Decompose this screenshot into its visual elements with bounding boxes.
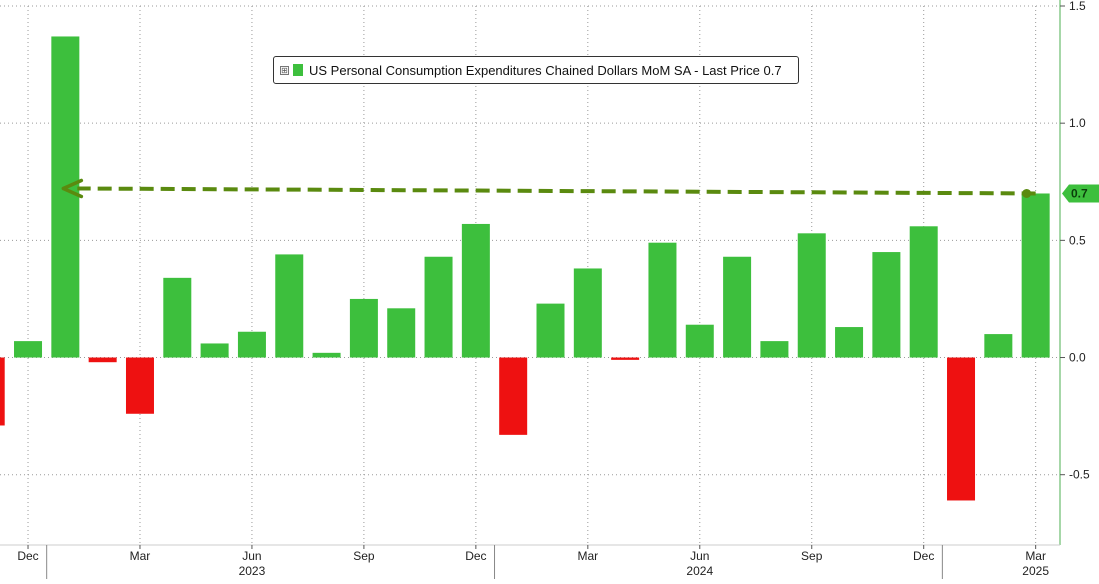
y-tick-label: 0.0 <box>1069 351 1086 365</box>
legend-toggle-icon[interactable]: ⊞ <box>280 65 289 75</box>
y-tick-label: -0.5 <box>1069 468 1090 482</box>
bar <box>909 226 938 358</box>
bar <box>872 252 901 358</box>
bar <box>312 352 341 358</box>
year-label: 2024 <box>686 564 713 578</box>
bar <box>424 256 453 358</box>
bar <box>797 233 826 358</box>
bar <box>947 357 976 501</box>
bar <box>125 357 154 414</box>
x-tick-label: Mar <box>1025 549 1046 563</box>
bar <box>573 268 602 358</box>
x-tick-label: Mar <box>130 549 151 563</box>
bar <box>14 341 43 358</box>
bar <box>1021 193 1050 358</box>
bar <box>461 223 490 358</box>
x-tick-label: Dec <box>17 549 38 563</box>
x-tick-label: Mar <box>577 549 598 563</box>
annotation-dot <box>1022 188 1032 198</box>
bar <box>835 327 864 358</box>
bar <box>685 324 714 358</box>
last-value-tag <box>1062 184 1099 203</box>
x-tick-label: Dec <box>913 549 934 563</box>
bar <box>536 303 565 358</box>
bar <box>349 298 378 358</box>
x-tick-label: Dec <box>465 549 486 563</box>
legend-label: US Personal Consumption Expenditures Cha… <box>309 62 782 78</box>
y-tick-label: 1.0 <box>1069 116 1086 130</box>
bar <box>760 341 789 358</box>
x-tick-label: Sep <box>353 549 375 563</box>
legend-swatch <box>293 64 303 76</box>
year-label: 2025 <box>1022 564 1049 578</box>
bar <box>611 357 640 360</box>
y-tick-label: 0.5 <box>1069 233 1086 247</box>
x-tick-label: Sep <box>801 549 823 563</box>
bar <box>0 357 5 426</box>
annotation-arrowhead <box>61 178 84 199</box>
bar <box>237 331 266 358</box>
bar <box>88 357 117 363</box>
bar <box>51 36 80 358</box>
bar <box>984 334 1013 358</box>
x-tick-label: Jun <box>242 549 261 563</box>
y-tick-label: 1.5 <box>1069 0 1086 13</box>
bar <box>387 308 416 358</box>
bar <box>163 277 192 358</box>
bar <box>499 357 528 435</box>
last-value-label: 0.7 <box>1071 186 1088 200</box>
bar <box>200 343 229 358</box>
bar <box>723 256 752 358</box>
year-label: 2023 <box>239 564 266 578</box>
x-tick-label: Jun <box>690 549 709 563</box>
legend[interactable]: ⊞ US Personal Consumption Expenditures C… <box>273 56 799 84</box>
bar <box>275 254 304 358</box>
bar <box>648 242 677 358</box>
annotation-arrow-line <box>77 186 1036 196</box>
